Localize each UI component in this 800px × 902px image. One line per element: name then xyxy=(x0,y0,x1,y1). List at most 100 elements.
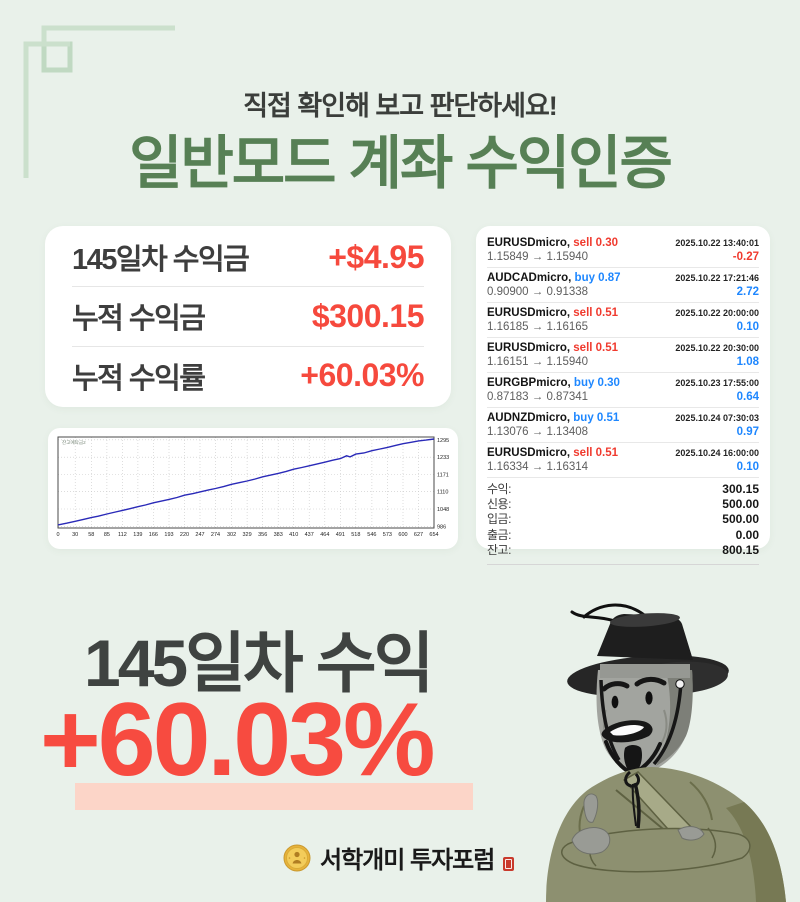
page-title: 일반모드 계좌 수익인증 xyxy=(129,131,673,196)
headline-percent: +60.03% xyxy=(40,682,435,798)
trade-symbol: EURGBPmicro, xyxy=(487,377,574,389)
corner-decoration xyxy=(23,25,175,178)
trade-row-line1: EURUSDmicro, sell 0.51 2025.10.22 20:00:0… xyxy=(487,305,759,321)
svg-text:1048: 1048 xyxy=(437,507,449,513)
trade-history-panel: EURUSDmicro, sell 0.30 2025.10.22 13:40:0… xyxy=(476,226,770,566)
trade-row-line1: EURUSDmicro, sell 0.51 2025.10.22 20:30:0… xyxy=(487,340,759,356)
trade-profit: -0.27 xyxy=(732,250,759,263)
svg-text:302: 302 xyxy=(227,532,236,538)
trade-row: EURUSDmicro, sell 0.51 2025.10.22 20:30:0… xyxy=(487,338,759,373)
trade-side: sell 0.51 xyxy=(573,342,619,354)
svg-text:220: 220 xyxy=(180,532,189,538)
stat-row: 누적 수익금 $300.15 xyxy=(72,287,425,347)
trade-list: EURUSDmicro, sell 0.30 2025.10.22 13:40:0… xyxy=(487,233,759,478)
balance-line-chart: 0 30 58 85 112 139 166 193 220 247 274 302 329 356 383… xyxy=(56,436,449,538)
trade-row-line1: EURUSDmicro, sell 0.51 2025.10.24 16:00:0… xyxy=(487,445,759,461)
trade-time: 2025.10.24 16:00:00 xyxy=(675,448,759,458)
trade-symbol: AUDNZDmicro, xyxy=(487,412,574,424)
trade-time: 2025.10.22 17:21:46 xyxy=(675,273,759,283)
svg-text:627: 627 xyxy=(414,532,423,538)
trade-row: AUDNZDmicro, buy 0.51 2025.10.24 07:30:03… xyxy=(487,408,759,443)
highlight-underline xyxy=(75,783,473,810)
trade-profit: 0.10 xyxy=(736,320,759,333)
svg-text:1233: 1233 xyxy=(437,455,449,461)
svg-text:329: 329 xyxy=(243,532,252,538)
trade-row-line2: 0.87183 → 0.87341 0.64 xyxy=(487,391,759,405)
trade-row: EURUSDmicro, sell 0.51 2025.10.24 16:00:0… xyxy=(487,443,759,478)
summary-label: 신용: xyxy=(487,497,511,512)
trade-row: EURUSDmicro, sell 0.30 2025.10.22 13:40:0… xyxy=(487,233,759,268)
trade-prices: 1.13076 → 1.13408 xyxy=(487,425,589,438)
stat-value: +$4.95 xyxy=(328,238,424,275)
trade-side: sell 0.51 xyxy=(573,447,619,459)
summary-value: 500.00 xyxy=(722,512,759,527)
trade-row-line2: 1.16334 → 1.16314 0.10 xyxy=(487,461,759,475)
trade-symbol-group: AUDNZDmicro, buy 0.51 xyxy=(487,410,619,426)
profit-stats-card: 145일차 수익금 +$4.95 누적 수익금 $300.15 누적 수익률 +60.03… xyxy=(45,226,451,407)
svg-text:85: 85 xyxy=(104,532,110,538)
svg-text:986: 986 xyxy=(437,524,446,530)
trade-symbol-group: EURUSDmicro, sell 0.51 xyxy=(487,340,618,356)
stat-label: 누적 수익률 xyxy=(72,362,206,395)
svg-text:573: 573 xyxy=(383,532,392,538)
trade-symbol-group: AUDCADmicro, buy 0.87 xyxy=(487,270,621,286)
svg-text:193: 193 xyxy=(164,532,173,538)
summary-value: 300.15 xyxy=(722,482,759,496)
stat-row: 누적 수익률 +60.03% xyxy=(72,347,424,405)
seal-stamp-icon xyxy=(503,856,515,871)
summary-row: 입금: 500.00 xyxy=(487,512,759,527)
svg-text:274: 274 xyxy=(211,532,220,538)
trade-symbol: EURUSDmicro, xyxy=(487,342,574,354)
trade-row-line2: 1.13076 → 1.13408 0.97 xyxy=(487,426,759,440)
account-summary: 수익: 300.15 신용: 500.00 입금: 500.00 출금: 0.00 잔고: 800… xyxy=(487,478,759,566)
trade-side: buy 0.51 xyxy=(573,412,620,424)
trade-prices: 0.87183 → 0.87341 xyxy=(487,390,589,403)
svg-text:139: 139 xyxy=(133,532,142,538)
svg-text:30: 30 xyxy=(72,532,78,538)
trade-prices: 0.90900 → 0.91338 xyxy=(487,285,589,298)
trade-profit: 0.64 xyxy=(736,390,759,403)
trade-row-line1: EURGBPmicro, buy 0.30 2025.10.23 17:55:00 xyxy=(487,375,759,391)
trade-row-line1: EURUSDmicro, sell 0.30 2025.10.22 13:40:0… xyxy=(487,235,759,251)
summary-value: 800.15 xyxy=(722,542,759,557)
summary-label: 출금: xyxy=(487,527,511,542)
trade-symbol-group: EURUSDmicro, sell 0.51 xyxy=(487,305,618,321)
trade-symbol-group: EURUSDmicro, sell 0.51 xyxy=(487,445,618,461)
svg-text:247: 247 xyxy=(195,532,204,538)
trade-profit: 1.08 xyxy=(736,355,759,368)
trade-row-line2: 0.90900 → 0.91338 2.72 xyxy=(487,286,759,300)
header-subtitle: 직접 확인해 보고 판단하세요! xyxy=(243,91,558,121)
trade-row: EURUSDmicro, sell 0.51 2025.10.22 20:00:0… xyxy=(487,303,759,338)
svg-text:437: 437 xyxy=(305,532,314,538)
trade-row-line2: 1.16185 → 1.16165 0.10 xyxy=(487,321,759,335)
trade-time: 2025.10.24 07:30:03 xyxy=(675,413,759,423)
trade-symbol: EURUSDmicro, xyxy=(487,447,574,459)
summary-row: 출금: 0.00 xyxy=(487,528,759,543)
svg-text:654: 654 xyxy=(429,532,438,538)
trade-prices: 1.16151 → 1.15940 xyxy=(487,355,589,368)
svg-text:166: 166 xyxy=(149,532,158,538)
trade-symbol: EURUSDmicro, xyxy=(487,237,574,249)
balance-chart-card: 0 30 58 85 112 139 166 193 220 247 274 302 329 356 383… xyxy=(48,428,458,549)
trade-profit: 2.72 xyxy=(736,285,759,298)
stat-value: +60.03% xyxy=(300,357,424,394)
svg-text:112: 112 xyxy=(118,532,127,538)
summary-row: 신용: 500.00 xyxy=(487,497,759,512)
trade-side: buy 0.87 xyxy=(574,272,621,284)
stat-row: 145일차 수익금 +$4.95 xyxy=(72,228,424,288)
svg-text:518: 518 xyxy=(351,532,360,538)
trade-symbol-group: EURGBPmicro, buy 0.30 xyxy=(487,375,620,391)
svg-text:410: 410 xyxy=(289,532,298,538)
trade-prices: 1.16185 → 1.16165 xyxy=(487,320,589,333)
svg-text:491: 491 xyxy=(336,532,345,538)
crossed-arms xyxy=(561,793,751,873)
trade-symbol: AUDCADmicro, xyxy=(487,272,575,284)
trade-symbol-group: EURUSDmicro, sell 0.30 xyxy=(487,235,618,251)
trade-time: 2025.10.22 20:30:00 xyxy=(675,343,759,353)
trade-row-line2: 1.15849 → 1.15940 -0.27 xyxy=(487,251,759,265)
chin-straps xyxy=(599,679,685,766)
strap-knot xyxy=(624,770,641,829)
svg-text:0: 0 xyxy=(56,532,59,538)
trade-side: sell 0.30 xyxy=(573,237,619,249)
summary-row: 잔고: 800.15 xyxy=(487,543,759,558)
